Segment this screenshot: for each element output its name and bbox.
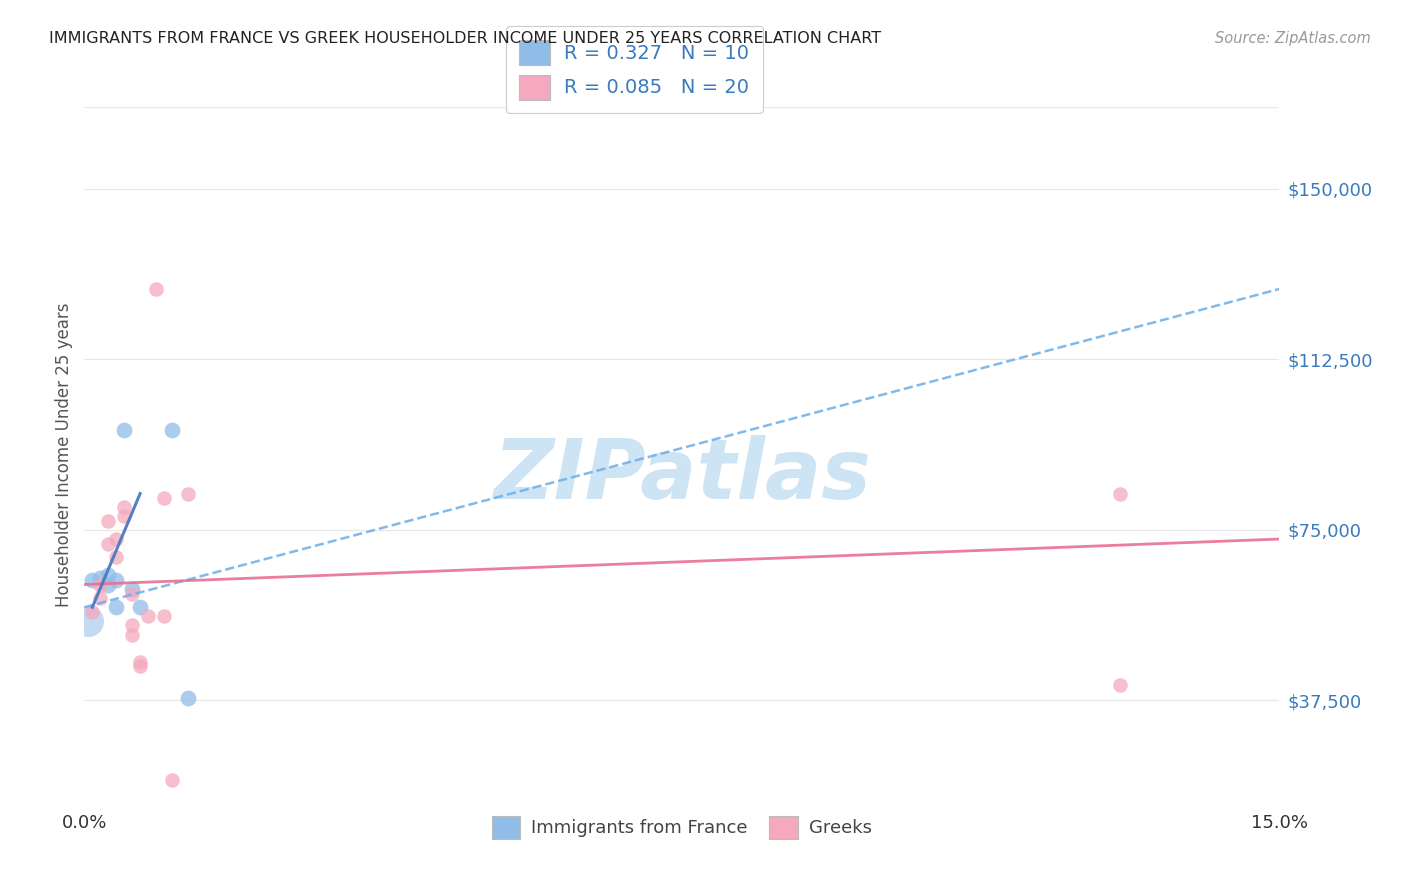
Point [121, 627, 143, 641]
Point [121, 618, 143, 632]
Point [112, 423, 135, 437]
Point [112, 509, 135, 524]
Point [121, 586, 143, 600]
Point [121, 582, 143, 596]
Point [97, 577, 120, 591]
Point [129, 655, 152, 669]
Point [89, 571, 111, 585]
Point [89, 577, 111, 591]
Point [97, 514, 120, 528]
Point [97, 536, 120, 550]
Point [160, 423, 183, 437]
Point [89, 591, 111, 606]
Point [112, 500, 135, 515]
Point [105, 600, 128, 615]
Point [177, 486, 200, 500]
Point [1109, 677, 1132, 691]
Point [153, 609, 176, 624]
Text: ZIPatlas: ZIPatlas [494, 435, 870, 516]
Point [82, 605, 104, 619]
Point [129, 600, 152, 615]
Point [177, 691, 200, 706]
Point [153, 491, 176, 505]
Text: Source: ZipAtlas.com: Source: ZipAtlas.com [1215, 31, 1371, 46]
Point [1109, 486, 1132, 500]
Point [160, 773, 183, 788]
Point [82, 573, 104, 587]
Point [129, 659, 152, 673]
Point [105, 532, 128, 546]
Point [77, 614, 100, 628]
Point [145, 282, 167, 296]
Legend: Immigrants from France, Greeks: Immigrants from France, Greeks [485, 808, 879, 846]
Point [136, 609, 159, 624]
Point [105, 550, 128, 565]
Text: IMMIGRANTS FROM FRANCE VS GREEK HOUSEHOLDER INCOME UNDER 25 YEARS CORRELATION CH: IMMIGRANTS FROM FRANCE VS GREEK HOUSEHOL… [49, 31, 882, 46]
Point [97, 568, 120, 582]
Y-axis label: Householder Income Under 25 years: Householder Income Under 25 years [55, 302, 73, 607]
Point [105, 573, 128, 587]
